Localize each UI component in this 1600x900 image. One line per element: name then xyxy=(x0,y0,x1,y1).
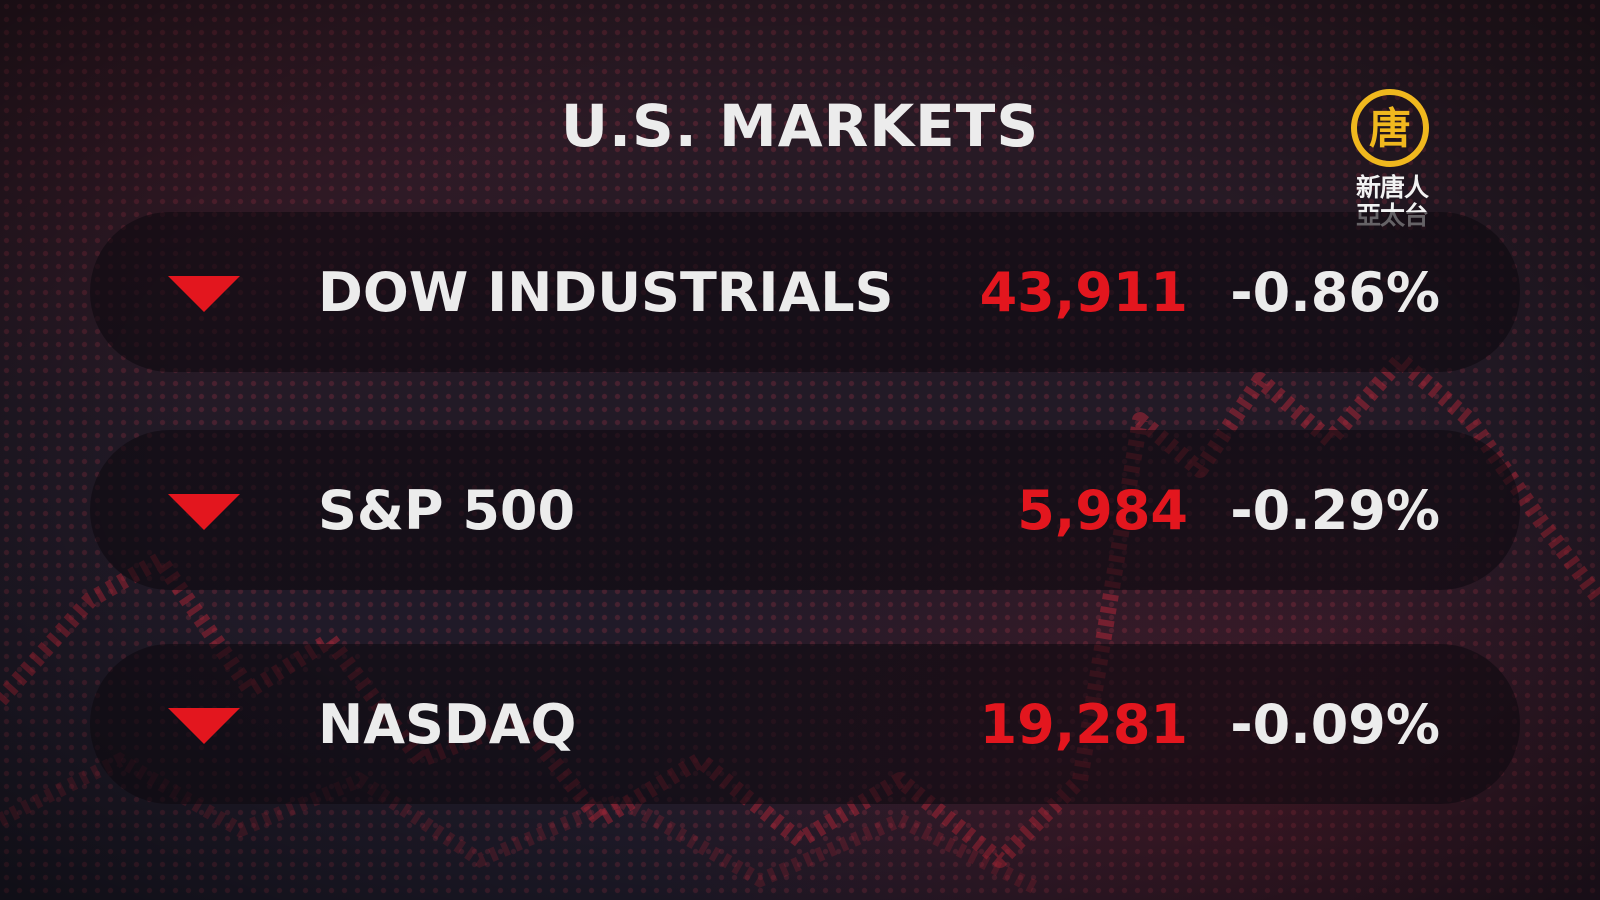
market-change: -0.09% xyxy=(1230,693,1440,756)
market-change: -0.29% xyxy=(1230,479,1440,542)
market-value: 5,984 xyxy=(1017,479,1188,542)
seal-icon: 唐 xyxy=(1351,89,1429,167)
seal-char: 唐 xyxy=(1369,104,1411,153)
market-name: NASDAQ xyxy=(318,693,577,756)
down-arrow-icon xyxy=(168,708,240,744)
market-value: 19,281 xyxy=(979,693,1188,756)
market-value: 43,911 xyxy=(979,261,1188,324)
market-name: DOW INDUSTRIALS xyxy=(318,261,894,324)
market-row-nasdaq: NASDAQ 19,281 -0.09% xyxy=(90,644,1520,804)
market-row-sp500: S&P 500 5,984 -0.29% xyxy=(90,430,1520,590)
page-title: U.S. MARKETS xyxy=(560,92,1040,160)
market-row-dow: DOW INDUSTRIALS 43,911 -0.86% xyxy=(90,212,1520,372)
market-name: S&P 500 xyxy=(318,479,576,542)
down-arrow-icon xyxy=(168,276,240,312)
market-change: -0.86% xyxy=(1230,261,1440,324)
down-arrow-icon xyxy=(168,494,240,530)
logo-line-1: 新唐人 xyxy=(1355,173,1429,202)
